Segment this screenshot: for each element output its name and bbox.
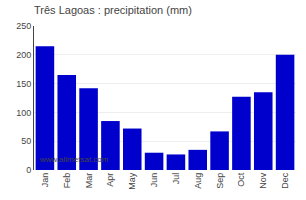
svg-text:Mar: Mar: [84, 173, 94, 189]
svg-text:Oct: Oct: [236, 172, 246, 187]
svg-text:Jan: Jan: [40, 173, 50, 188]
svg-text:Dec: Dec: [280, 172, 290, 189]
svg-text:200: 200: [16, 50, 31, 60]
svg-text:www.allmetsat.com: www.allmetsat.com: [39, 155, 109, 164]
svg-text:Nov: Nov: [258, 172, 268, 189]
svg-text:250: 250: [16, 21, 31, 31]
svg-text:0: 0: [26, 165, 31, 175]
svg-text:100: 100: [16, 108, 31, 118]
svg-text:Apr: Apr: [105, 173, 115, 187]
svg-text:150: 150: [16, 79, 31, 89]
svg-text:Sep: Sep: [215, 173, 225, 189]
svg-text:Feb: Feb: [62, 173, 72, 189]
svg-text:50: 50: [21, 136, 31, 146]
svg-text:Jul: Jul: [171, 173, 181, 185]
svg-text:Três Lagoas : precipitation (m: Três Lagoas : precipitation (mm): [34, 4, 192, 16]
svg-text:Jun: Jun: [149, 173, 159, 188]
svg-text:May: May: [127, 172, 137, 190]
svg-text:Aug: Aug: [193, 173, 203, 189]
